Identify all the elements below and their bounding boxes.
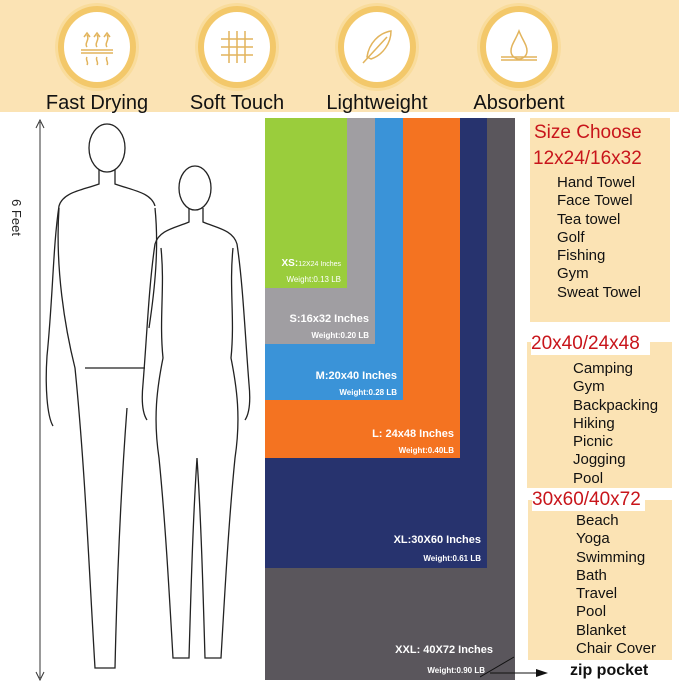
use-item: Backpacking — [573, 396, 659, 414]
use-item: Face Towel — [557, 192, 633, 210]
group-items: Camping Gym Backpacking Hiking Picnic Jo… — [527, 342, 672, 488]
use-item: Swimming — [576, 548, 646, 566]
heat-waves-icon — [81, 31, 113, 66]
feature-fast-drying: Fast Drying — [32, 6, 162, 115]
size-weight: Weight:0.28 LB — [339, 388, 397, 397]
zip-pointer-arrow — [480, 656, 548, 678]
size-weight: Weight:0.90 LB — [427, 666, 485, 675]
zip-pocket-label: zip pocket — [570, 662, 649, 679]
use-item: Chair Cover — [576, 640, 657, 658]
group-heading: 20x40/24x48 — [531, 333, 650, 355]
woven-grid-icon — [221, 31, 253, 63]
feature-lightweight: Lightweight — [312, 6, 442, 115]
use-item: Travel — [576, 585, 618, 603]
size-weight: Weight:0.13 LB — [286, 275, 341, 284]
group-items: Beach Yoga Swimming Bath Travel Pool Bla… — [528, 500, 672, 658]
use-item: Hiking — [573, 414, 615, 432]
height-arrow — [35, 118, 45, 682]
size-group-medium: 20x40/24x48 Camping Gym Backpacking Hiki… — [527, 333, 672, 488]
size-dims: 12X24 Inches — [298, 261, 341, 268]
size-name: XL:30X60 Inches — [393, 534, 481, 546]
use-item: Gym — [557, 265, 589, 283]
size-name: S:16x32 Inches — [289, 313, 370, 325]
size-xs: XS:12X24 Inches Weight:0.13 LB — [265, 118, 347, 288]
use-item: Beach — [576, 512, 619, 529]
use-item: Gym — [573, 378, 605, 396]
use-item: Golf — [557, 228, 585, 246]
size-name: XS: — [281, 258, 299, 269]
size-weight: Weight:0.61 LB — [423, 554, 481, 563]
size-weight: Weight:0.40LB — [398, 446, 454, 455]
size-choose-title: Size Choose — [534, 122, 642, 143]
size-name: L: 24x48 Inches — [372, 428, 454, 440]
group-items: Hand Towel Face Towel Tea towel Golf Fis… — [530, 174, 670, 302]
male-figure-outline — [45, 123, 158, 669]
size-name: XXL: 40X72 Inches — [395, 644, 493, 656]
human-silhouettes — [45, 123, 251, 669]
feature-label: Fast Drying — [45, 92, 149, 114]
size-group-large: 30x60/40x72 Beach Yoga Swimming Bath Tra… — [528, 489, 672, 660]
use-item: Pool — [576, 603, 607, 621]
use-item: Fishing — [557, 247, 606, 265]
use-item: Pool — [573, 469, 604, 487]
use-item: Jogging — [573, 451, 626, 469]
group-heading: 12x24/16x32 — [533, 148, 642, 169]
feature-soft-touch: Soft Touch — [172, 6, 302, 115]
feather-icon — [362, 30, 392, 64]
female-figure-outline — [141, 165, 251, 659]
feature-absorbent: Absorbent — [454, 6, 584, 115]
use-item: Blanket — [576, 621, 627, 639]
use-item: Camping — [573, 360, 634, 377]
use-item: Bath — [576, 566, 607, 584]
size-weight: Weight:0.20 LB — [311, 331, 369, 340]
use-item: Hand Towel — [557, 174, 636, 191]
use-item: Tea towel — [557, 210, 621, 228]
height-label: 6 Feet — [8, 199, 24, 236]
use-item: Sweat Towel — [557, 283, 641, 301]
size-name: M:20x40 Inches — [315, 370, 397, 382]
size-group-small: Size Choose 12x24/16x32 Hand Towel Face … — [530, 118, 670, 322]
feature-label: Lightweight — [326, 92, 428, 114]
water-drop-icon — [501, 28, 537, 61]
group-heading: 30x60/40x72 — [532, 489, 645, 511]
feature-label: Absorbent — [473, 92, 565, 114]
use-item: Picnic — [573, 433, 614, 451]
use-item: Yoga — [576, 530, 610, 548]
feature-label: Soft Touch — [189, 92, 285, 114]
